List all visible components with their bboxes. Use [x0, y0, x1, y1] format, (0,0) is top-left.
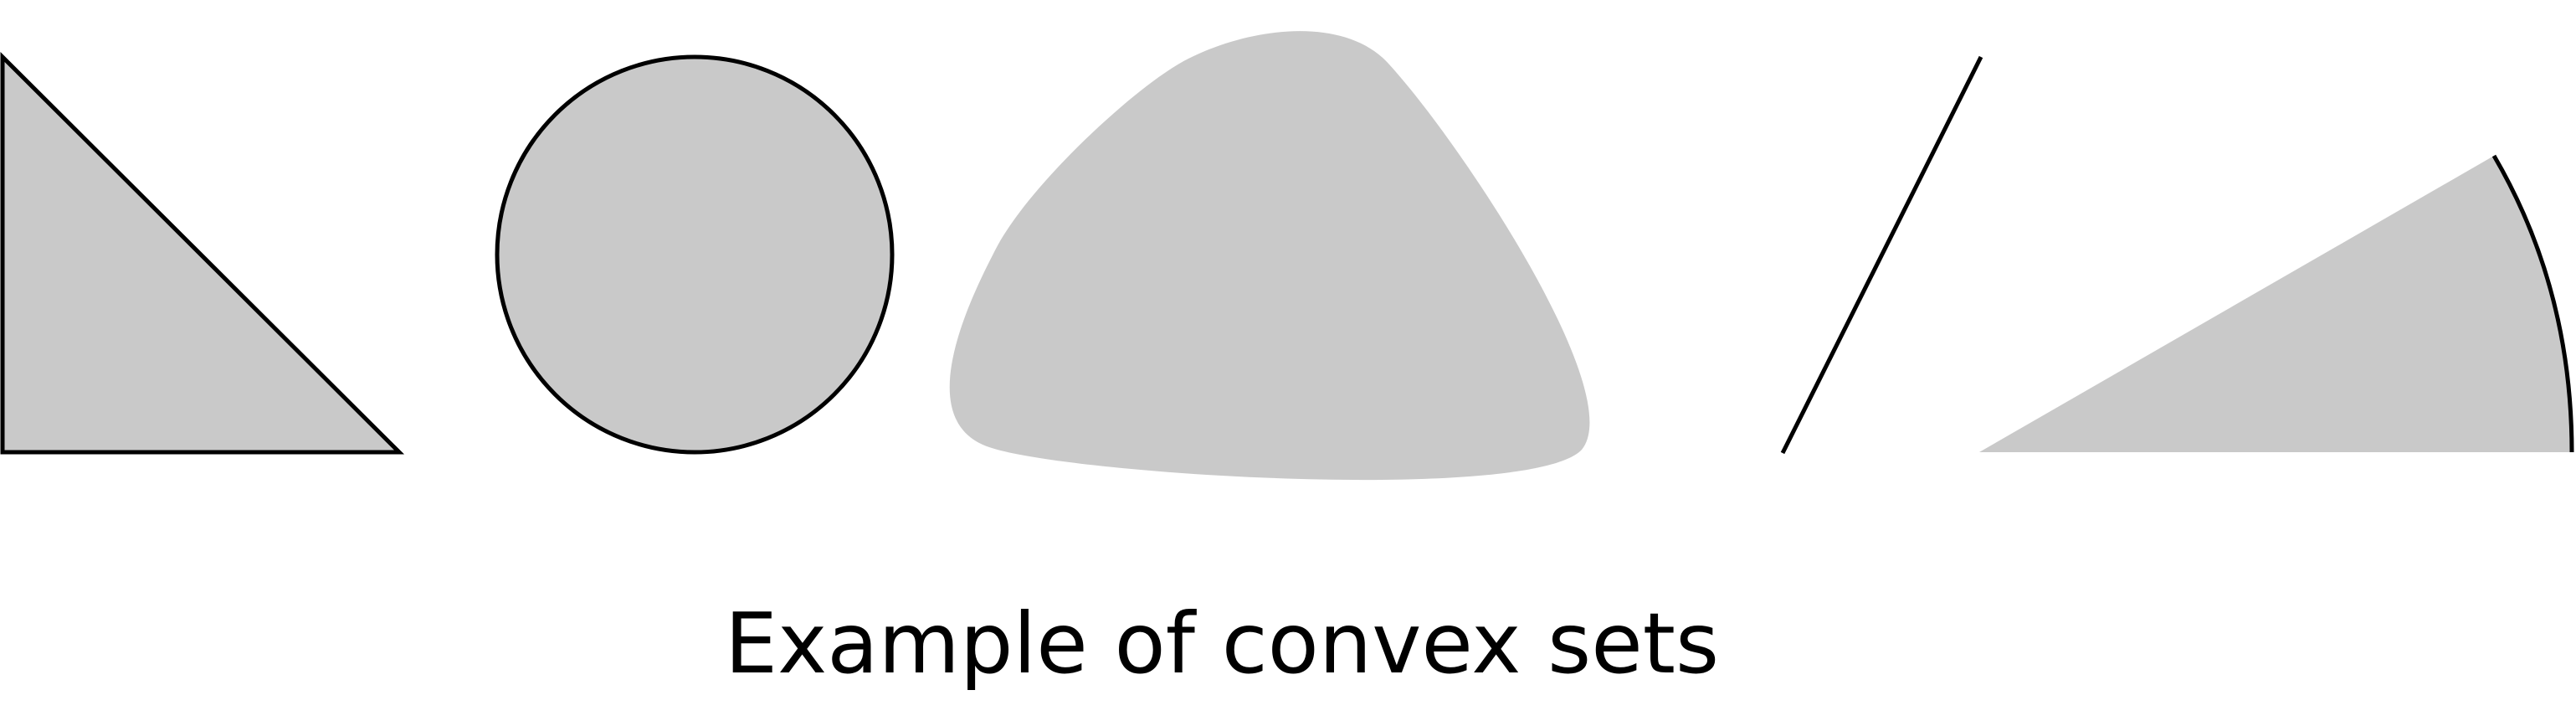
line-segment-shape — [1780, 55, 1983, 455]
figure-caption: Example of convex sets — [725, 595, 1719, 693]
circular-sector-shape — [1979, 154, 2574, 453]
circle-shape — [495, 54, 895, 455]
rounded-blob-shape — [949, 31, 1590, 481]
triangle-shape — [0, 51, 405, 455]
